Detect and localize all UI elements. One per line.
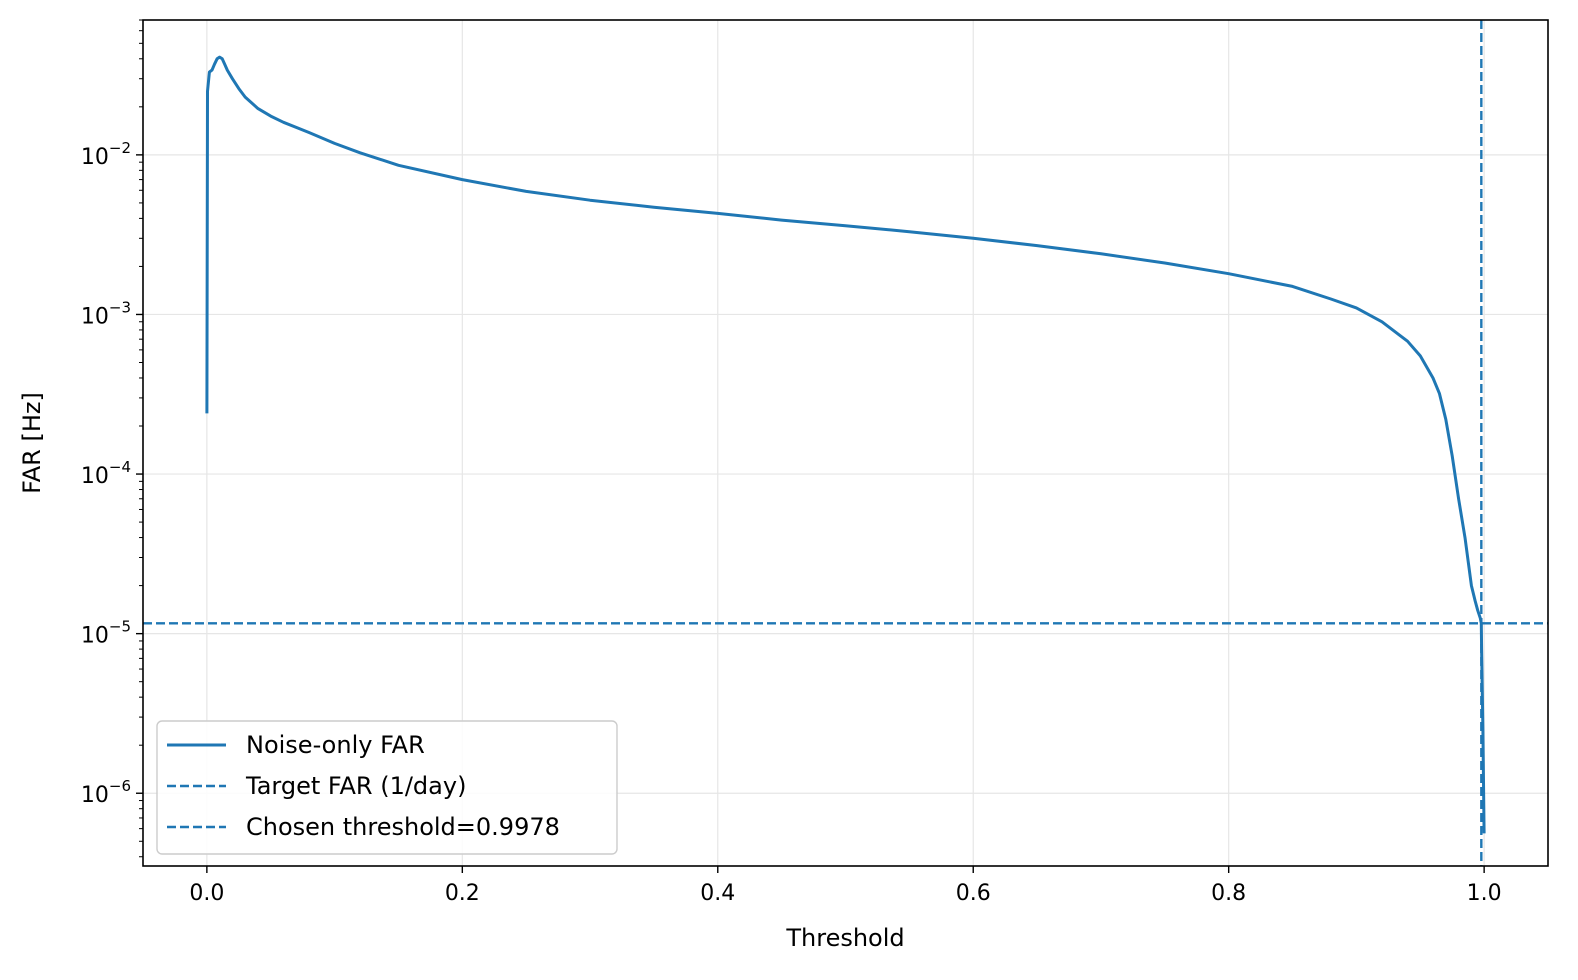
legend: Noise-only FAR Target FAR (1/day) Chosen t… (156, 720, 618, 855)
plot-frame (142, 19, 1549, 867)
x-tick-label: 1.0 (1467, 881, 1502, 906)
y-tick-label: 10−6 (81, 777, 131, 808)
y-tick-label: 10−2 (81, 139, 131, 170)
x-tick-label: 0.0 (189, 881, 224, 906)
y-tick-label: 10−3 (81, 298, 131, 329)
legend-label: Target FAR (1/day) (245, 772, 466, 800)
y-axis: 10−6 10−5 10−4 10−3 10−2 (81, 139, 143, 808)
legend-box (156, 720, 618, 855)
y-tick-label: 10−5 (81, 618, 131, 649)
x-tick-label: 0.2 (445, 881, 480, 906)
x-tick-label: 0.4 (700, 881, 735, 906)
y-tick-label: 10−4 (81, 458, 131, 489)
x-tick-label: 0.8 (1211, 881, 1246, 906)
legend-label: Noise-only FAR (246, 731, 425, 759)
series-layer (143, 20, 1548, 866)
x-tick-label: 0.6 (956, 881, 991, 906)
legend-label: Chosen threshold=0.9978 (246, 813, 560, 841)
x-axis: 0.0 0.2 0.4 0.6 0.8 1.0 (189, 866, 1502, 906)
y-axis-label: FAR [Hz] (18, 392, 46, 494)
series-line-noise-only-far (205, 55, 1486, 834)
x-axis-label: Threshold (785, 924, 904, 952)
